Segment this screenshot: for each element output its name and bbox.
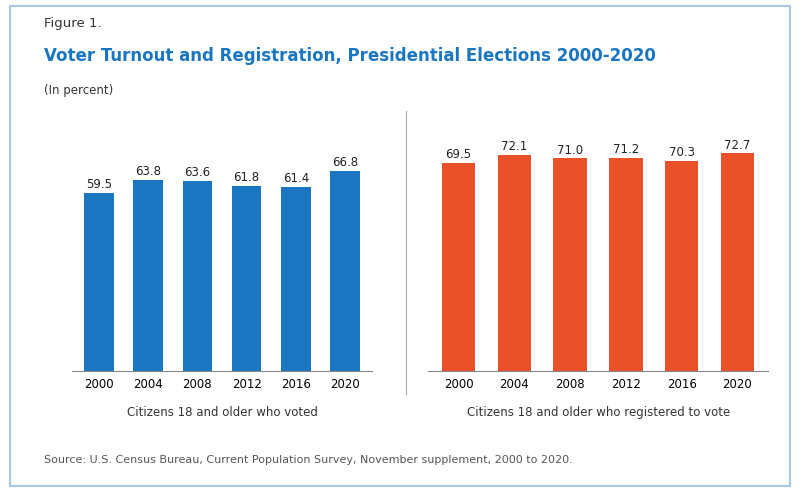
Text: 71.2: 71.2 [613, 143, 639, 156]
Bar [182, 181, 212, 371]
Text: 59.5: 59.5 [86, 178, 112, 191]
Bar [554, 158, 587, 371]
Text: Voter Turnout and Registration, Presidential Elections 2000-2020: Voter Turnout and Registration, Presiden… [44, 47, 656, 65]
Bar [84, 193, 114, 371]
Text: Citizens 18 and older who voted: Citizens 18 and older who voted [127, 406, 318, 419]
Bar [330, 171, 360, 371]
Text: 70.3: 70.3 [669, 146, 694, 159]
Text: 61.8: 61.8 [234, 171, 260, 184]
Bar [665, 160, 698, 371]
Text: 72.7: 72.7 [724, 139, 750, 152]
Bar [232, 186, 262, 371]
Bar [721, 154, 754, 371]
Text: Source: U.S. Census Bureau, Current Population Survey, November supplement, 2000: Source: U.S. Census Bureau, Current Popu… [44, 455, 573, 465]
Text: 72.1: 72.1 [502, 140, 527, 154]
Text: 63.6: 63.6 [184, 166, 210, 179]
Text: Figure 1.: Figure 1. [44, 17, 102, 30]
Bar [498, 155, 531, 371]
Text: 66.8: 66.8 [332, 156, 358, 169]
Text: (In percent): (In percent) [44, 84, 114, 96]
Bar [281, 187, 310, 371]
Text: 69.5: 69.5 [446, 148, 472, 161]
Bar [442, 163, 475, 371]
Text: 63.8: 63.8 [135, 165, 162, 178]
Text: 61.4: 61.4 [282, 173, 309, 185]
Text: Citizens 18 and older who registered to vote: Citizens 18 and older who registered to … [466, 406, 730, 419]
Bar [134, 180, 163, 371]
Text: 71.0: 71.0 [557, 144, 583, 156]
Bar [609, 158, 642, 371]
